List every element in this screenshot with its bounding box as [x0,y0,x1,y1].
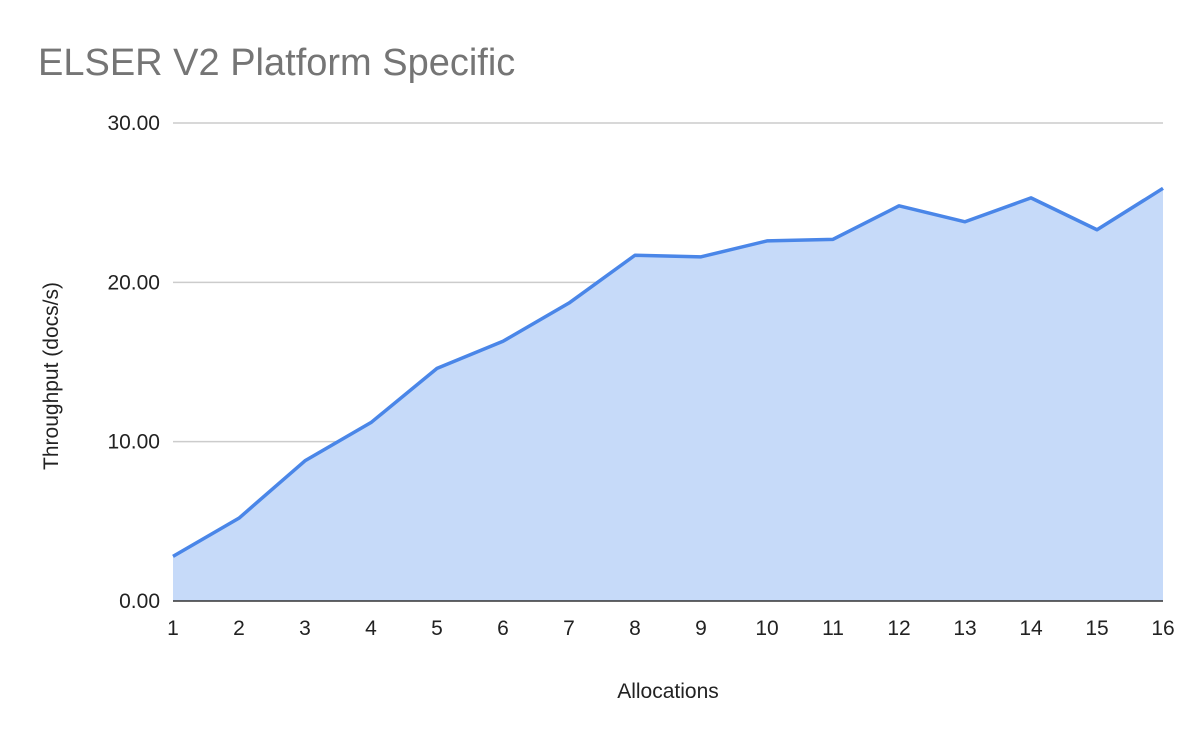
x-tick-label: 15 [1085,617,1108,640]
x-axis-ticks: 1 2 3 4 5 6 7 8 9 10 11 12 13 14 15 16 [167,617,1175,640]
y-axis-ticks: 0.00 10.00 20.00 30.00 [107,112,160,613]
x-axis-label: Allocations [617,680,719,703]
chart-title: ELSER V2 Platform Specific [38,42,515,84]
y-tick-label: 20.00 [107,271,160,294]
x-tick-label: 3 [299,617,311,640]
y-tick-label: 30.00 [107,112,160,135]
x-tick-label: 13 [953,617,976,640]
x-tick-label: 2 [233,617,245,640]
x-tick-label: 8 [629,617,641,640]
series-line [172,186,1164,558]
x-tick-label: 16 [1151,617,1174,640]
x-tick-label: 1 [167,617,179,640]
x-tick-label: 11 [822,617,844,640]
x-tick-label: 7 [563,617,575,640]
y-axis-label: Throughput (docs/s) [40,282,63,470]
plot-area [172,186,1164,602]
x-tick-label: 6 [497,617,509,640]
x-tick-label: 14 [1019,617,1043,640]
area-fill [173,188,1163,601]
y-tick-label: 10.00 [107,431,160,454]
y-tick-label: 0.00 [119,590,160,613]
x-tick-label: 12 [887,617,910,640]
x-tick-label: 10 [755,617,778,640]
x-tick-label: 5 [431,617,443,640]
x-tick-label: 9 [695,617,707,640]
x-tick-label: 4 [365,617,377,640]
